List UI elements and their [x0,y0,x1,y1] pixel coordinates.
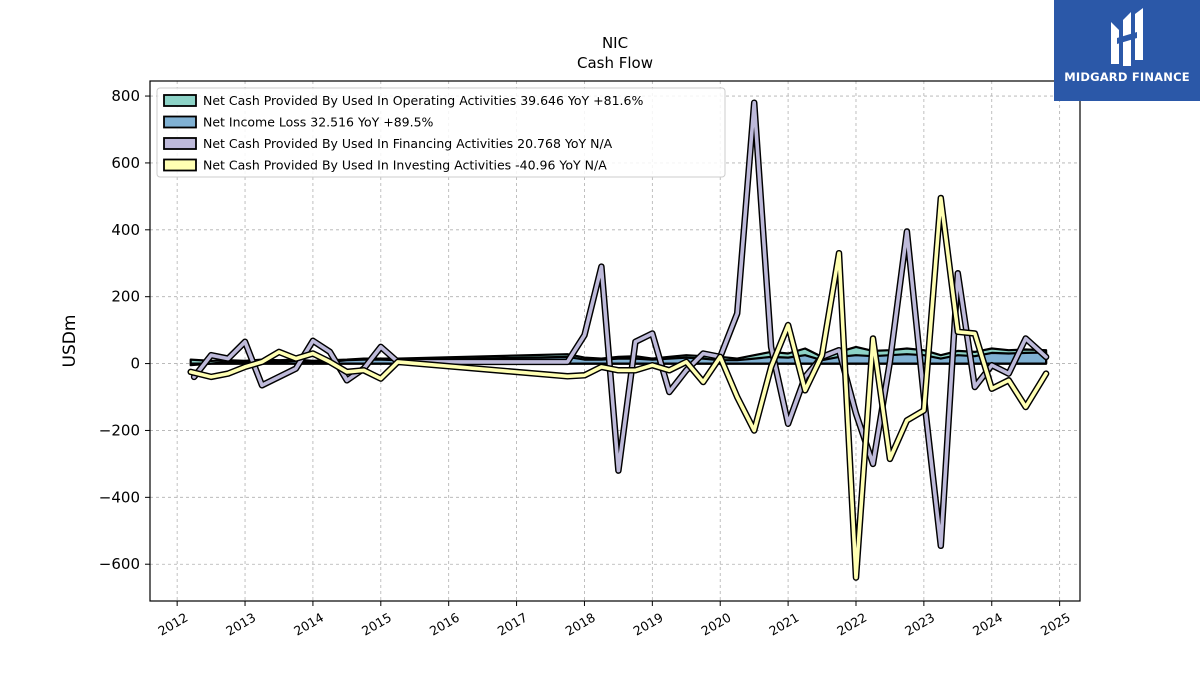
legend-swatch-2 [163,137,197,150]
x-tick-label: 2015 [359,610,394,639]
x-tick-label: 2018 [563,610,598,639]
series-layer [187,99,1050,581]
x-tick-label: 2022 [834,610,869,639]
x-tick-label: 2021 [766,610,801,639]
y-tick-label: 400 [111,221,140,239]
x-tick-label: 2025 [1038,610,1073,639]
y-tick-label: −600 [99,555,140,573]
x-tick-label: 2017 [495,610,530,639]
chart-title: NIC [602,34,628,52]
legend-box [156,87,726,178]
brand-name: MIDGARD FINANCE [1064,70,1190,84]
x-tick-label: 2016 [427,610,462,639]
x-tick-label: 2014 [291,610,326,639]
legend-label-1: Net Income Loss 32.516 YoY +89.5% [203,115,434,130]
y-tick-label: 0 [130,355,140,373]
y-tick-label: 200 [111,288,140,306]
x-tick-label: 2020 [698,610,733,639]
y-tick-label: 800 [111,87,140,105]
y-axis-label: USDm [60,315,80,368]
chart-subtitle: Cash Flow [577,54,653,72]
legend-label-0: Net Cash Provided By Used In Operating A… [203,93,643,108]
y-tick-label: −400 [99,488,140,506]
legend: Net Cash Provided By Used In Operating A… [156,87,726,178]
legend-swatch-3 [163,158,197,172]
series-line-3 [188,196,1048,580]
x-tick-label: 2013 [223,610,258,639]
legend-label-3: Net Cash Provided By Used In Investing A… [203,158,607,173]
x-tick-label: 2024 [970,610,1005,639]
x-tick-label: 2023 [902,610,937,639]
series-outline-3 [187,194,1050,581]
x-tick-label: 2012 [155,610,190,639]
y-tick-label: 600 [111,154,140,172]
y-tick-label: −200 [99,421,140,439]
x-tick-label: 2019 [631,610,666,639]
brand-logo: MIDGARD FINANCE [1054,0,1200,101]
plot-frame [149,80,1081,602]
series-line-2 [192,100,1048,548]
legend-label-2: Net Cash Provided By Used In Financing A… [203,136,613,151]
midgard-logo-icon [1111,8,1143,66]
legend-swatch-1 [163,115,197,129]
legend-swatch-0 [163,94,197,107]
